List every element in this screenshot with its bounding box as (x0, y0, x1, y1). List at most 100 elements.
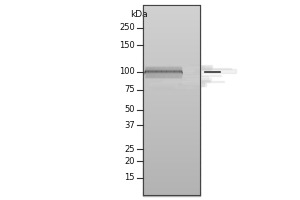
Text: 250: 250 (119, 23, 135, 32)
Bar (143, 126, 200, 127)
Bar (143, 33, 200, 34)
Bar (145, 75, 181, 76)
Bar (143, 98, 200, 99)
Bar (143, 179, 200, 180)
Bar (143, 100, 200, 101)
Bar (177, 67, 178, 77)
Text: 15: 15 (124, 173, 135, 182)
Bar (173, 67, 174, 77)
Bar (143, 97, 200, 98)
Bar (143, 184, 200, 185)
Bar (143, 191, 200, 192)
Bar (143, 22, 200, 23)
Bar (143, 82, 200, 83)
Bar (143, 43, 200, 44)
Bar (143, 132, 200, 133)
Text: 50: 50 (124, 106, 135, 114)
Bar (145, 74, 181, 75)
Bar (143, 95, 200, 96)
Bar (143, 79, 200, 80)
Bar (145, 71, 181, 72)
Bar (143, 127, 200, 128)
Bar (159, 74, 199, 77)
Bar (143, 88, 200, 89)
Bar (143, 13, 200, 14)
Bar (143, 73, 200, 74)
Bar (180, 81, 224, 82)
Bar (143, 14, 200, 15)
Bar (145, 72, 181, 73)
Bar (143, 67, 200, 68)
Bar (145, 73, 181, 74)
Bar (143, 188, 200, 189)
Bar (143, 114, 200, 115)
Bar (143, 139, 200, 140)
Bar (143, 53, 200, 54)
Bar (143, 42, 200, 44)
Bar (143, 73, 200, 75)
Bar (143, 181, 200, 182)
Bar (172, 67, 173, 77)
Bar (143, 161, 200, 162)
Bar (143, 121, 200, 122)
Bar (171, 67, 172, 77)
Bar (143, 182, 200, 183)
Bar (164, 67, 165, 77)
Bar (149, 83, 177, 86)
Bar (143, 117, 200, 118)
Bar (143, 82, 200, 83)
Bar (143, 103, 200, 104)
Bar (143, 81, 200, 82)
Bar (143, 72, 200, 73)
Bar (143, 161, 200, 163)
Bar (143, 84, 200, 85)
Bar (143, 12, 200, 13)
Bar (163, 67, 164, 77)
Bar (143, 54, 200, 55)
Bar (165, 69, 195, 71)
Bar (143, 120, 200, 121)
Bar (143, 90, 200, 92)
Bar (143, 194, 200, 196)
Bar (156, 67, 157, 77)
Bar (143, 25, 200, 26)
Bar (143, 192, 200, 194)
Bar (145, 68, 181, 69)
Bar (143, 16, 200, 18)
Bar (143, 170, 200, 171)
Text: 20: 20 (124, 156, 135, 166)
Bar (145, 76, 181, 77)
Bar (180, 67, 181, 77)
Bar (143, 158, 200, 159)
Bar (143, 175, 200, 176)
Bar (166, 76, 185, 78)
Bar (143, 104, 200, 105)
Bar (143, 13, 200, 14)
Bar (167, 67, 168, 77)
Bar (161, 67, 162, 77)
Bar (143, 24, 200, 25)
Bar (143, 135, 200, 136)
Bar (145, 73, 181, 74)
Bar (145, 69, 181, 70)
Bar (167, 67, 210, 70)
Bar (143, 150, 200, 151)
Bar (143, 111, 200, 113)
Text: 75: 75 (124, 86, 135, 95)
Bar (143, 59, 200, 60)
Bar (143, 154, 200, 156)
Bar (143, 153, 200, 154)
Bar (174, 86, 193, 88)
Bar (143, 55, 200, 56)
Bar (143, 30, 200, 31)
Bar (143, 110, 200, 111)
Bar (143, 118, 200, 119)
Bar (143, 164, 200, 165)
Bar (145, 68, 181, 69)
Bar (143, 138, 200, 139)
Bar (143, 56, 200, 57)
Bar (148, 67, 150, 77)
Bar (143, 130, 200, 132)
Bar (143, 101, 200, 102)
Bar (169, 69, 192, 73)
